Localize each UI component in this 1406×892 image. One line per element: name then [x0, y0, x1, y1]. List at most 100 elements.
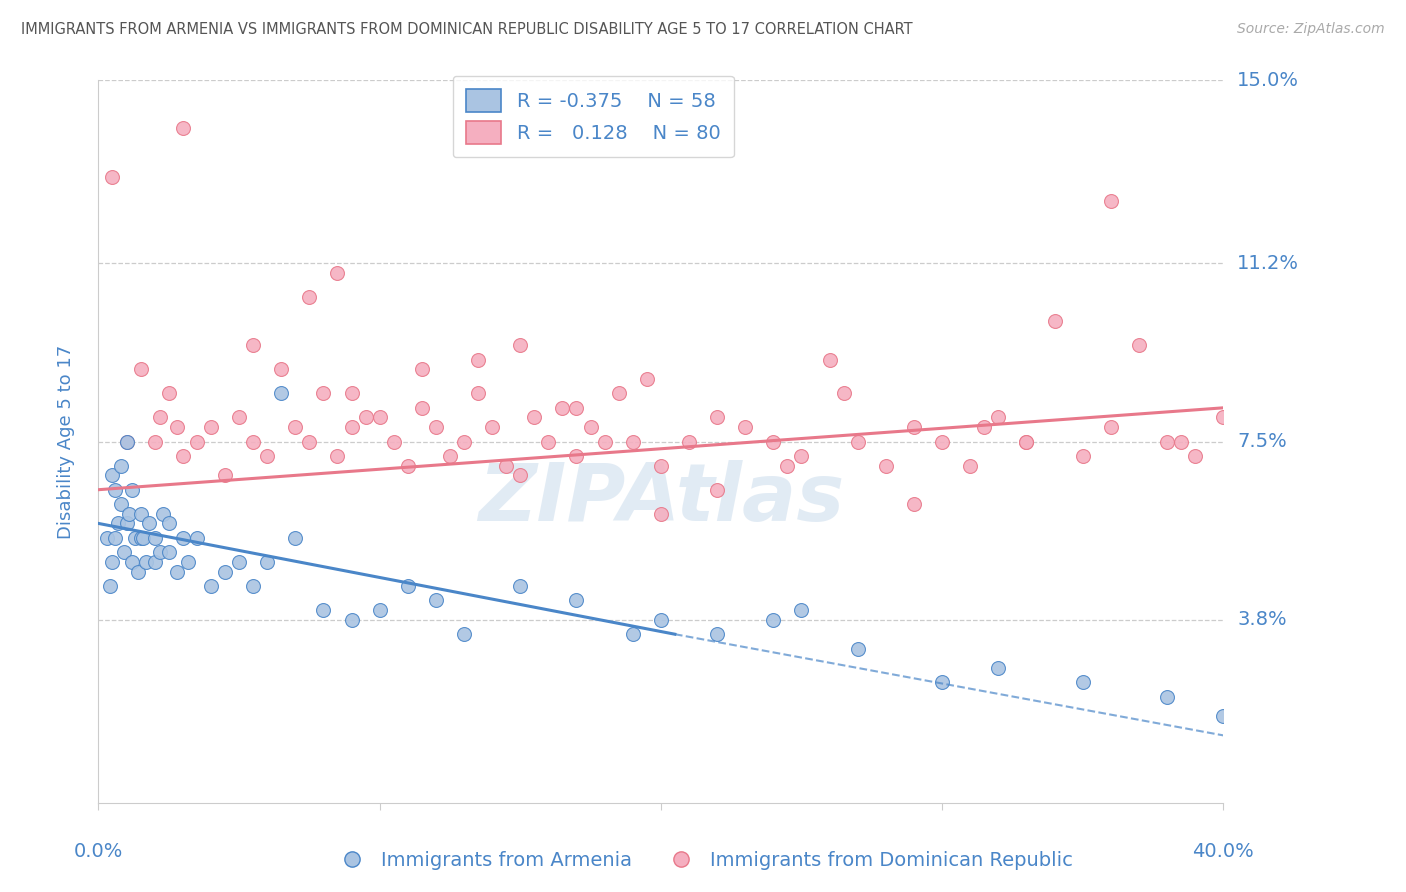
Point: [115, 434, 138, 449]
Point: [200, 579, 222, 593]
Point: [593, 434, 616, 449]
Point: [129, 531, 152, 545]
Point: [368, 603, 391, 617]
Point: [101, 468, 124, 483]
Point: [903, 420, 925, 434]
Point: [790, 449, 813, 463]
Point: [143, 531, 166, 545]
Point: [354, 410, 377, 425]
Point: [621, 434, 644, 449]
Point: [118, 507, 141, 521]
Point: [1043, 314, 1066, 328]
Point: [973, 420, 995, 434]
Text: 15.0%: 15.0%: [1237, 70, 1299, 90]
Point: [382, 434, 405, 449]
Point: [186, 434, 208, 449]
Text: ZIPAtlas: ZIPAtlas: [478, 460, 844, 539]
Point: [579, 420, 602, 434]
Point: [734, 420, 756, 434]
Point: [228, 555, 250, 569]
Text: 0.0%: 0.0%: [73, 842, 124, 861]
Point: [706, 483, 728, 497]
Point: [242, 434, 264, 449]
Point: [312, 603, 335, 617]
Point: [650, 507, 672, 521]
Point: [832, 386, 855, 401]
Point: [143, 555, 166, 569]
Point: [312, 386, 335, 401]
Point: [172, 121, 194, 136]
Text: 40.0%: 40.0%: [1192, 842, 1254, 861]
Point: [790, 603, 813, 617]
Point: [121, 483, 143, 497]
Point: [166, 420, 188, 434]
Point: [903, 497, 925, 511]
Point: [107, 516, 129, 531]
Point: [270, 362, 292, 376]
Point: [110, 497, 132, 511]
Point: [1015, 434, 1038, 449]
Point: [453, 434, 475, 449]
Point: [284, 531, 307, 545]
Point: [495, 458, 517, 473]
Point: [326, 266, 349, 280]
Point: [762, 434, 785, 449]
Point: [96, 531, 118, 545]
Point: [157, 516, 180, 531]
Point: [135, 555, 157, 569]
Point: [453, 627, 475, 641]
Point: [1170, 434, 1192, 449]
Point: [1071, 449, 1094, 463]
Point: [509, 579, 531, 593]
Point: [166, 565, 188, 579]
Point: [1212, 709, 1234, 723]
Point: [1128, 338, 1150, 352]
Point: [228, 410, 250, 425]
Point: [152, 507, 174, 521]
Point: [1099, 420, 1122, 434]
Point: [298, 434, 321, 449]
Point: [1015, 434, 1038, 449]
Point: [110, 458, 132, 473]
Point: [186, 531, 208, 545]
Point: [340, 613, 363, 627]
Point: [987, 661, 1010, 675]
Point: [425, 593, 447, 607]
Point: [129, 362, 152, 376]
Point: [411, 401, 433, 415]
Point: [340, 420, 363, 434]
Point: [121, 555, 143, 569]
Point: [326, 449, 349, 463]
Point: [678, 434, 700, 449]
Point: [112, 545, 135, 559]
Point: [1071, 675, 1094, 690]
Point: [1156, 690, 1178, 704]
Point: [875, 458, 897, 473]
Point: [621, 627, 644, 641]
Point: [200, 420, 222, 434]
Point: [157, 545, 180, 559]
Point: [149, 545, 172, 559]
Point: [650, 458, 672, 473]
Point: [565, 401, 588, 415]
Point: [818, 352, 841, 367]
Legend: R = -0.375    N = 58, R =   0.128    N = 80: R = -0.375 N = 58, R = 0.128 N = 80: [453, 76, 734, 157]
Point: [706, 410, 728, 425]
Point: [481, 420, 503, 434]
Point: [607, 386, 630, 401]
Point: [129, 507, 152, 521]
Point: [101, 555, 124, 569]
Point: [509, 338, 531, 352]
Point: [846, 641, 869, 656]
Point: [242, 338, 264, 352]
Point: [565, 449, 588, 463]
Point: [396, 579, 419, 593]
Point: [467, 352, 489, 367]
Point: [636, 372, 658, 386]
Point: [101, 169, 124, 184]
Point: [177, 555, 200, 569]
Point: [467, 386, 489, 401]
Text: 3.8%: 3.8%: [1237, 610, 1286, 629]
Point: [368, 410, 391, 425]
Point: [214, 468, 236, 483]
